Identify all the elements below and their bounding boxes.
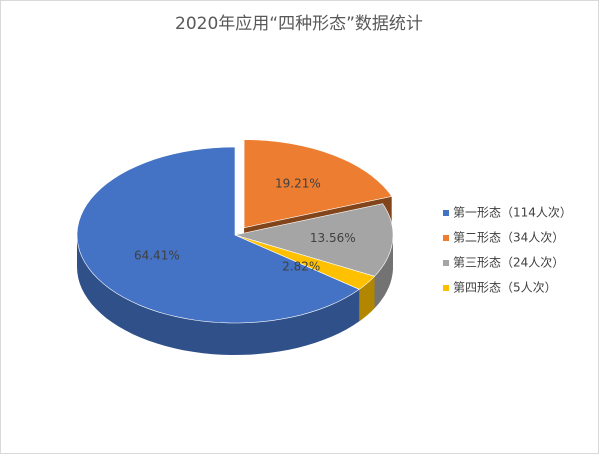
legend-swatch [443, 260, 449, 266]
slice [243, 139, 393, 229]
slice [76, 146, 360, 324]
slice-side [374, 235, 393, 309]
slice [234, 203, 394, 277]
legend-swatch [443, 210, 449, 216]
legend-swatch [443, 285, 449, 291]
legend-swatch [443, 235, 449, 241]
legend-label: 第二形态（34人次） [453, 231, 564, 245]
data-label: 64.41% [134, 249, 180, 263]
chart-title: 2020年应用“四种形态”数据统计 [175, 14, 423, 34]
data-label: 19.21% [275, 177, 321, 191]
data-label: 2.82% [282, 259, 320, 273]
slice [234, 234, 376, 290]
legend: 第一形态（114人次） 第二形态（34人次） 第三形态（24人次） 第四形态（5人次） [443, 206, 572, 295]
slice-side [359, 276, 375, 322]
slice-side [77, 235, 360, 355]
legend-label: 第一形态（114人次） [453, 206, 572, 220]
pie: 64.41% 19.21% 13.56% 2.82% [76, 139, 394, 355]
legend-label: 第三形态（24人次） [453, 256, 564, 270]
data-label: 13.56% [310, 231, 356, 245]
legend-label: 第四形态（5人次） [453, 281, 557, 295]
